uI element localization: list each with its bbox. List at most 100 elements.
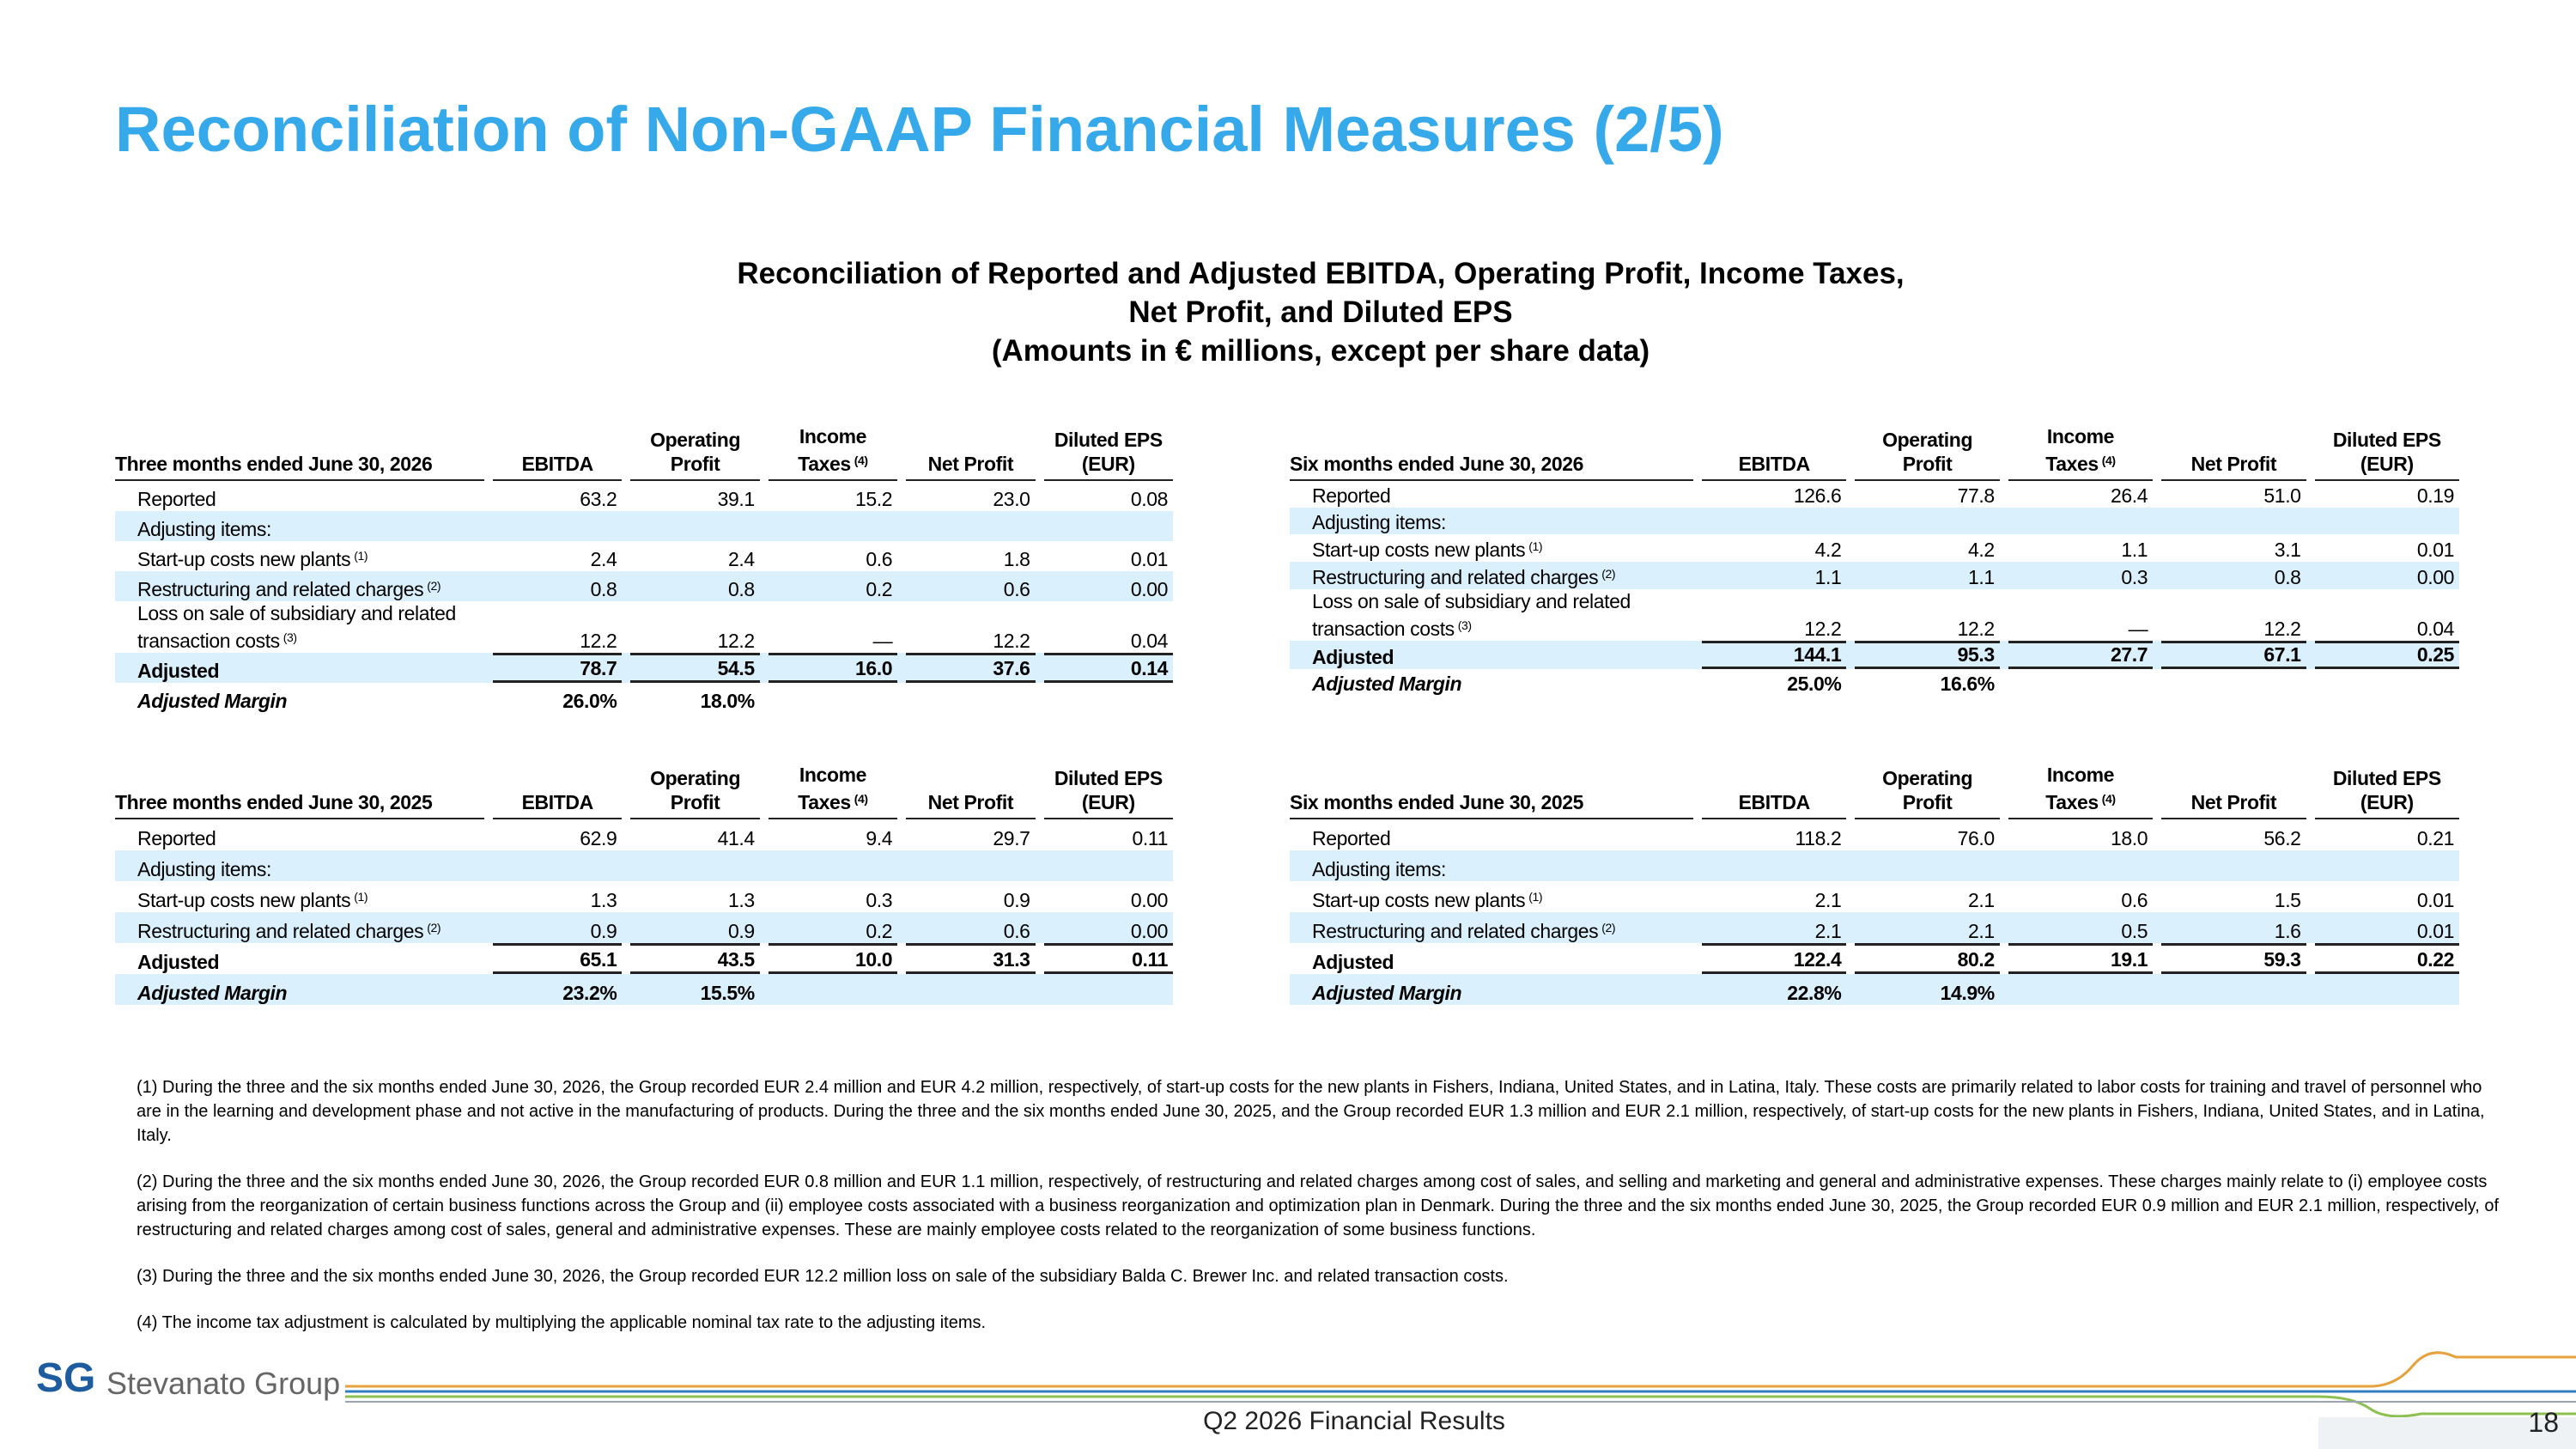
table-row: Reported 118.2 76.0 18.0 56.2 0.21 <box>1290 819 2459 850</box>
gap <box>1846 589 1855 641</box>
row-label: Adjusted Margin <box>115 683 484 713</box>
gap <box>897 653 907 683</box>
row-label: Adjusted <box>115 653 485 683</box>
note-ref: (4) <box>854 792 868 806</box>
gap <box>897 424 906 481</box>
gap <box>1846 508 1856 534</box>
gap <box>2153 974 2162 1005</box>
cell-value: 51.0 <box>2263 484 2301 507</box>
financial-table: Six months ended June 30, 2026 EBITDA Oper… <box>1290 424 2459 696</box>
gap <box>1036 424 1044 481</box>
row-label-text: Adjusted Margin <box>1312 673 1462 695</box>
cell-value: 1.3 <box>728 889 755 911</box>
column-header: Income Taxes (4) <box>768 424 898 481</box>
cell-value: 0.8 <box>630 571 760 601</box>
row-label-text: Loss on sale of subsidiary and related t… <box>137 602 456 652</box>
empty-cell <box>493 850 623 881</box>
row-label-text: Reported <box>1312 484 1391 507</box>
cell-value: 26.4 <box>2111 484 2148 507</box>
cell-value: 56.2 <box>2263 827 2301 849</box>
cell-value: 0.8 <box>2161 562 2306 589</box>
cell-value: 12.2 <box>1804 618 1842 640</box>
cell-value: 37.6 <box>906 653 1036 683</box>
empty-cell <box>2314 508 2459 534</box>
cell-value: 3.1 <box>2274 539 2301 561</box>
gap <box>1846 763 1855 819</box>
cell-value: 9.4 <box>866 827 893 849</box>
gap <box>1846 974 1856 1005</box>
gap <box>2153 943 2161 974</box>
cell-value: 2.1 <box>1968 889 1995 911</box>
gap <box>1693 589 1702 641</box>
empty-cell <box>906 683 1035 713</box>
empty-cell <box>2161 850 2306 881</box>
empty-cell <box>2008 974 2154 1005</box>
logo-name: Stevanato Group <box>106 1366 341 1401</box>
gap <box>2153 850 2162 881</box>
gap <box>2306 912 2315 943</box>
gap <box>484 943 493 974</box>
cell-value: 15.5% <box>630 974 760 1005</box>
cell-value: 10.0 <box>768 943 898 974</box>
gap <box>2000 819 2008 850</box>
empty-cell <box>2161 508 2306 534</box>
cell-value: 26.0% <box>562 690 617 712</box>
empty-cell <box>768 850 898 881</box>
gap <box>1693 424 1702 481</box>
empty-cell <box>630 850 760 881</box>
empty-cell <box>2314 974 2459 1005</box>
note-ref: (2) <box>1601 567 1616 581</box>
empty-cell <box>1043 511 1173 541</box>
gap <box>2153 819 2161 850</box>
footnote: (1) During the three and the six months … <box>137 1078 2485 1145</box>
cell-value: 43.5 <box>630 943 760 974</box>
column-header: Income Taxes (4) <box>768 763 898 819</box>
cell-value: 63.2 <box>580 488 617 510</box>
cell-value: 18.0% <box>700 690 756 712</box>
column-label: Diluted EPS (EUR) <box>2332 767 2441 813</box>
note-ref: (4) <box>2101 792 2116 806</box>
cell-value: 15.2 <box>855 488 893 510</box>
gap <box>760 424 769 481</box>
column-label: EBITDA <box>1738 453 1811 475</box>
note-ref: (2) <box>427 579 441 593</box>
cell-value: 0.9 <box>493 912 623 943</box>
cell-value: 4.2 <box>1814 539 1842 561</box>
gap <box>759 974 769 1005</box>
cell-value: 54.5 <box>630 653 760 683</box>
row-label: Restructuring and related charges (2) <box>1290 912 1694 943</box>
gap <box>1035 974 1044 1005</box>
cell-value: 14.9% <box>1855 974 2000 1005</box>
row-label-text: Adjusted Margin <box>137 982 288 1004</box>
gap <box>484 850 494 881</box>
gap <box>622 912 631 943</box>
gap <box>1036 819 1044 850</box>
gap <box>484 481 493 511</box>
cell-value: 62.9 <box>580 827 617 849</box>
row-label: Adjusted <box>1290 641 1694 669</box>
footnote: (3) During the three and the six months … <box>137 1267 1509 1286</box>
gap <box>2000 424 2008 481</box>
gap <box>1999 562 2008 589</box>
gap <box>2153 763 2161 819</box>
gap <box>1035 912 1044 943</box>
cell-value: 1.8 <box>1003 548 1030 570</box>
table-row: Adjusting items: <box>1290 508 2459 534</box>
cell-value: 31.3 <box>906 943 1036 974</box>
table-row: Adjusted Margin 23.2% 15.5% <box>115 974 1173 1005</box>
gap <box>2000 943 2008 974</box>
cell-value: 0.22 <box>2314 943 2459 974</box>
cell-value: 0.01 <box>2416 539 2455 561</box>
gap <box>897 881 906 912</box>
empty-cell <box>906 850 1036 881</box>
empty-cell <box>2008 850 2154 881</box>
gap <box>622 763 630 819</box>
cell-value: 16.6% <box>1940 673 1996 695</box>
empty-cell <box>2315 669 2459 696</box>
row-label-text: Adjusted Margin <box>137 690 288 712</box>
table-row: Start-up costs new plants (1) 1.3 1.3 0.3 0.9… <box>115 881 1173 912</box>
column-header: Net Profit <box>906 763 1036 819</box>
gap <box>484 653 494 683</box>
column-header: Operating Profit <box>630 424 760 481</box>
cell-value: 1.1 <box>2121 539 2148 561</box>
